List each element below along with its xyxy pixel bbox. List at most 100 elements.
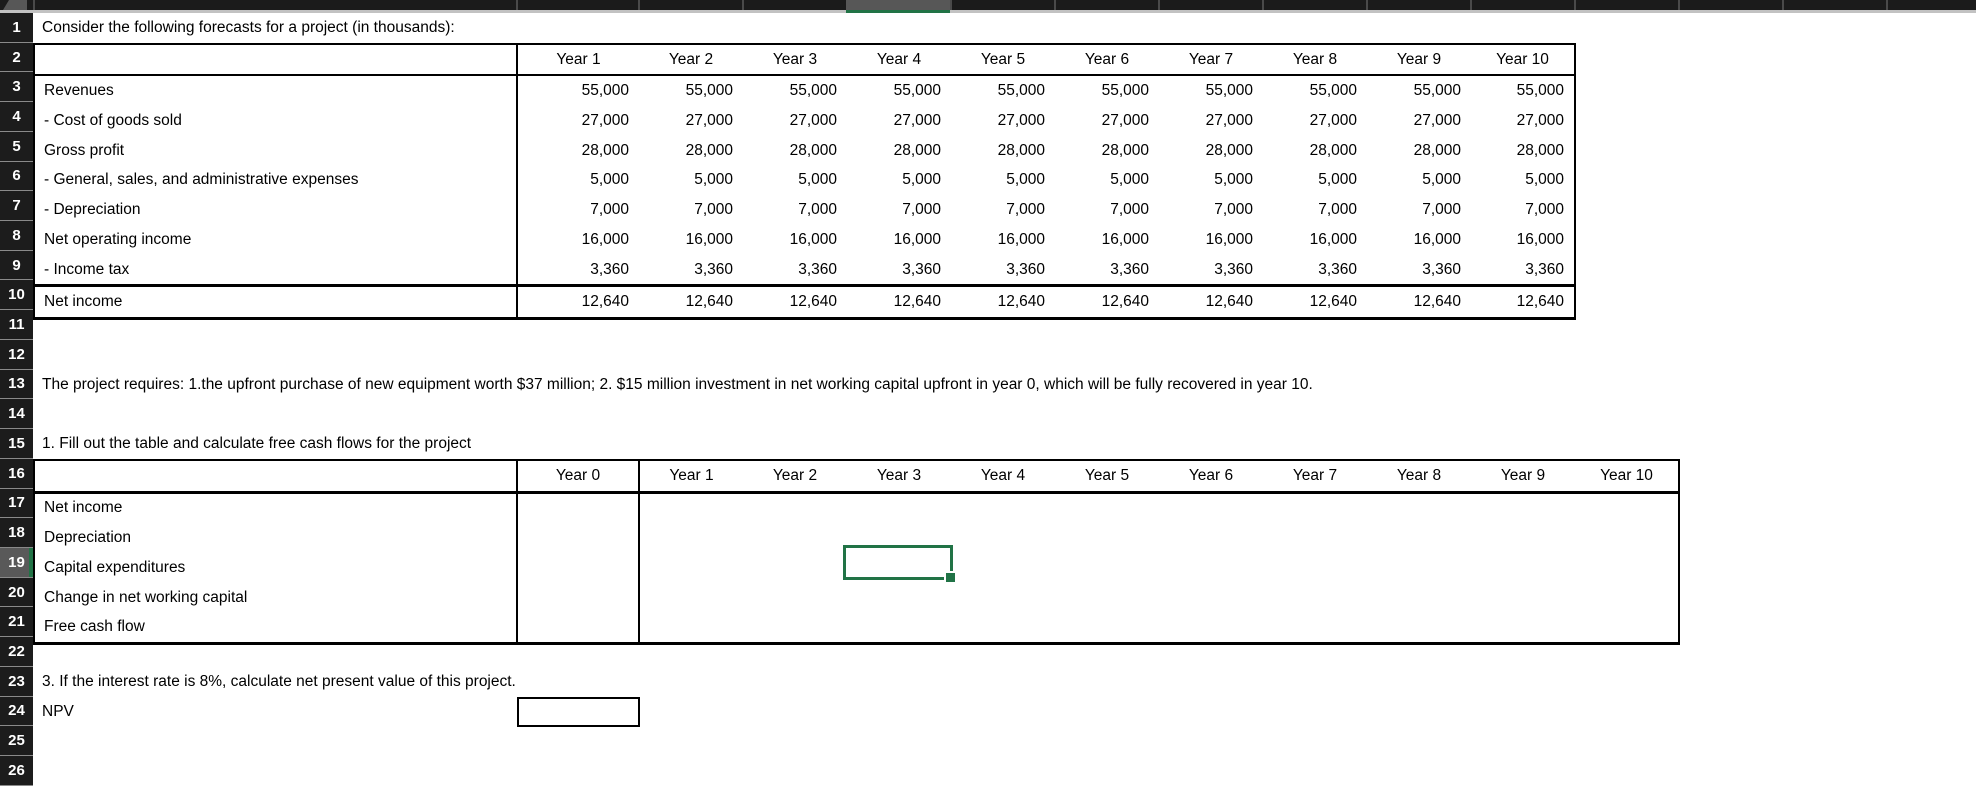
value-cell[interactable]: 27,000	[789, 111, 837, 129]
value-cell[interactable]: 16,000	[685, 230, 733, 248]
empty-cell[interactable]	[1367, 523, 1471, 553]
year-header-cell[interactable]: Year 2	[639, 43, 743, 77]
empty-cell[interactable]	[517, 492, 640, 524]
row-label-cell[interactable]: - Income tax	[34, 254, 518, 286]
empty-cell[interactable]	[1055, 523, 1159, 553]
value-cell[interactable]: 16,000	[1309, 230, 1357, 248]
value-cell[interactable]: 55,000	[789, 82, 837, 100]
empty-cell[interactable]	[1055, 583, 1159, 613]
empty-cell[interactable]	[951, 553, 1055, 583]
empty-cell[interactable]	[1159, 523, 1263, 553]
year-header-cell[interactable]: Year 10	[1575, 459, 1679, 494]
value-cell[interactable]: 5,000	[1525, 171, 1564, 189]
value-cell[interactable]: 27,000	[1516, 111, 1564, 129]
empty-cell[interactable]	[639, 523, 743, 553]
value-cell[interactable]: 12,640	[1055, 284, 1159, 319]
empty-cell[interactable]	[1471, 553, 1575, 583]
row-header-9[interactable]: 9	[0, 250, 33, 281]
year-header-cell[interactable]: Year 9	[1367, 43, 1471, 77]
value-cell[interactable]: 7,000	[1422, 201, 1461, 219]
empty-cell[interactable]	[1263, 612, 1367, 643]
value-cell[interactable]: 12,640	[1471, 284, 1575, 319]
row-header-24[interactable]: 24	[0, 696, 33, 727]
row-header-10[interactable]: 10	[0, 280, 33, 311]
value-cell[interactable]: 16,000	[1516, 230, 1564, 248]
value-cell[interactable]: 3,360	[1525, 260, 1564, 278]
empty-cell[interactable]	[743, 553, 847, 583]
value-cell[interactable]: 5,000	[902, 171, 941, 189]
row-label-cell[interactable]: Net income	[34, 284, 518, 319]
empty-cell[interactable]	[1575, 553, 1679, 583]
value-cell[interactable]: 55,000	[1516, 82, 1564, 100]
column-headers-strip[interactable]	[0, 0, 1976, 10]
empty-cell[interactable]	[639, 583, 743, 613]
empty-cell[interactable]	[1159, 612, 1263, 643]
row-label-cell[interactable]: - General, sales, and administrative exp…	[34, 165, 518, 196]
value-cell[interactable]: 12,640	[743, 284, 847, 319]
empty-cell[interactable]	[1263, 553, 1367, 583]
value-cell[interactable]: 28,000	[893, 141, 941, 159]
empty-cell[interactable]	[517, 553, 640, 583]
empty-cell[interactable]	[1367, 553, 1471, 583]
value-cell[interactable]: 3,360	[1110, 260, 1149, 278]
row-label-cell[interactable]: Net income	[34, 492, 518, 524]
empty-cell[interactable]	[1471, 523, 1575, 553]
empty-cell[interactable]	[517, 523, 640, 554]
value-cell[interactable]: 7,000	[1110, 201, 1149, 219]
value-cell[interactable]: 28,000	[1309, 141, 1357, 159]
year-header-cell[interactable]: Year 6	[1159, 459, 1263, 494]
value-cell[interactable]: 16,000	[997, 230, 1045, 248]
value-cell[interactable]: 16,000	[1205, 230, 1253, 248]
year-header-cell[interactable]: Year 3	[743, 43, 847, 77]
value-cell[interactable]: 12,640	[1159, 284, 1263, 319]
value-cell[interactable]: 3,360	[590, 260, 629, 278]
value-cell[interactable]: 28,000	[789, 141, 837, 159]
value-cell[interactable]: 55,000	[893, 82, 941, 100]
empty-cell[interactable]	[1471, 612, 1575, 643]
cell-a13[interactable]: The project requires: 1.the upfront purc…	[42, 375, 1313, 393]
row-header-2[interactable]: 2	[0, 42, 33, 73]
value-cell[interactable]: 3,360	[1422, 260, 1461, 278]
value-cell[interactable]: 28,000	[581, 141, 629, 159]
value-cell[interactable]: 5,000	[798, 171, 837, 189]
select-all-corner[interactable]	[3, 0, 9, 10]
row-header-7[interactable]: 7	[0, 191, 33, 222]
year-header-cell[interactable]: Year 5	[951, 43, 1055, 77]
empty-cell[interactable]	[639, 492, 743, 523]
value-cell[interactable]: 5,000	[1110, 171, 1149, 189]
year-header-cell[interactable]: Year 8	[1263, 43, 1367, 77]
value-cell[interactable]: 16,000	[1101, 230, 1149, 248]
empty-cell[interactable]	[1159, 583, 1263, 613]
row-label-cell[interactable]: Change in net working capital	[34, 582, 518, 613]
value-cell[interactable]: 16,000	[1413, 230, 1461, 248]
value-cell[interactable]: 16,000	[789, 230, 837, 248]
empty-cell[interactable]	[951, 612, 1055, 643]
empty-cell[interactable]	[1055, 612, 1159, 643]
value-cell[interactable]: 5,000	[1422, 171, 1461, 189]
row-header-20[interactable]: 20	[0, 577, 33, 608]
row-header-4[interactable]: 4	[0, 102, 33, 132]
year-header-cell[interactable]: Year 3	[847, 459, 951, 494]
row-header-22[interactable]: 22	[0, 637, 33, 667]
value-cell[interactable]: 16,000	[581, 230, 629, 248]
value-cell[interactable]: 7,000	[798, 201, 837, 219]
empty-cell[interactable]	[743, 612, 847, 643]
value-cell[interactable]: 7,000	[1318, 201, 1357, 219]
year-header-cell[interactable]: Year 6	[1055, 43, 1159, 77]
value-cell[interactable]: 7,000	[1525, 201, 1564, 219]
empty-cell[interactable]	[847, 583, 951, 613]
row-header-21[interactable]: 21	[0, 607, 33, 638]
value-cell[interactable]: 12,640	[517, 284, 639, 319]
empty-cell[interactable]	[1575, 612, 1679, 643]
value-cell[interactable]: 55,000	[1205, 82, 1253, 100]
year-header-cell[interactable]: Year 1	[639, 459, 743, 494]
empty-cell[interactable]	[1575, 583, 1679, 613]
row-header-3[interactable]: 3	[0, 72, 33, 103]
value-cell[interactable]: 7,000	[694, 201, 733, 219]
value-cell[interactable]: 27,000	[685, 111, 733, 129]
value-cell[interactable]: 28,000	[997, 141, 1045, 159]
empty-cell[interactable]	[847, 492, 951, 523]
empty-cell[interactable]	[951, 583, 1055, 613]
row-header-13[interactable]: 13	[0, 369, 33, 400]
row-header-18[interactable]: 18	[0, 518, 33, 548]
